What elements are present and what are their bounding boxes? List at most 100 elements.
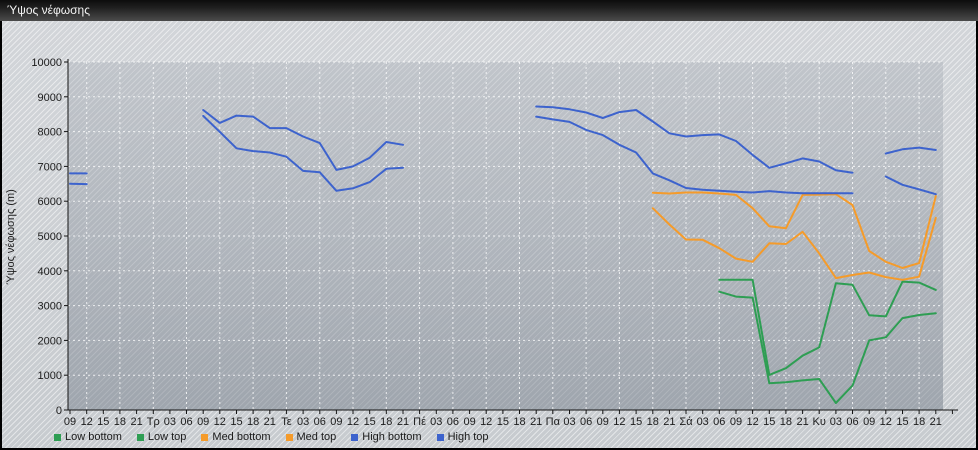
x-tick-label: 15: [364, 416, 376, 428]
x-tick-label: 09: [330, 416, 342, 428]
x-tick-label: 09: [64, 416, 76, 428]
x-tick-label: 21: [397, 416, 409, 428]
x-tick-label: 03: [164, 416, 176, 428]
legend-item-low-bottom: Low bottom: [54, 431, 122, 443]
series-med-top: [651, 191, 937, 269]
y-tick-label: 5000: [38, 231, 62, 243]
x-tick-label: 15: [230, 416, 242, 428]
x-tick-label: 12: [613, 416, 625, 428]
x-tick-label: 06: [713, 416, 725, 428]
x-tick-label: 18: [647, 416, 659, 428]
legend: Low bottom Low top Med bottom Med top High b…: [54, 431, 489, 443]
x-tick-label: 21: [130, 416, 142, 428]
series-high-top: [535, 105, 854, 174]
legend-label: Low top: [147, 431, 187, 443]
x-tick-label: 12: [480, 416, 492, 428]
series-layer: [69, 105, 937, 404]
legend-label: High top: [447, 431, 489, 443]
x-tick-label: 06: [447, 416, 459, 428]
y-tick-label: 3000: [38, 301, 62, 313]
y-tick-label: 8000: [38, 127, 62, 139]
legend-item-high-top: High top: [436, 431, 489, 443]
x-tick-label: 18: [513, 416, 525, 428]
x-tick-label: Τρ: [147, 416, 160, 428]
x-tick-label: 09: [597, 416, 609, 428]
x-tick-label: 12: [347, 416, 359, 428]
x-tick-label: 09: [197, 416, 209, 428]
y-tick-label: 2000: [38, 335, 62, 347]
x-tick-label: 15: [763, 416, 775, 428]
legend-swatch: [136, 433, 144, 441]
x-tick-label: Πα: [546, 416, 561, 428]
axes-layer: 0 1000 2000 3000 4000 5000 6000 7000 8000 9000 100…: [31, 57, 958, 428]
x-tick-label: 15: [896, 416, 908, 428]
x-tick-label: 21: [264, 416, 276, 428]
window-title: Ύψος νέφωσης: [7, 3, 90, 17]
series-high-bottom: [535, 115, 854, 195]
x-tick-label: 03: [697, 416, 709, 428]
x-tick-label: Τε: [281, 416, 292, 428]
x-tick-label: 09: [730, 416, 742, 428]
y-tick-label: 7000: [38, 161, 62, 173]
series-med-bottom: [651, 207, 937, 281]
series-low-bottom: [718, 290, 937, 404]
legend-swatch: [54, 433, 61, 441]
series-low-top: [718, 278, 937, 376]
x-tick-label: 06: [314, 416, 326, 428]
x-tick-label: 03: [830, 416, 842, 428]
legend-swatch: [201, 433, 209, 441]
x-tick-label: 15: [497, 416, 509, 428]
y-tick-label: 4000: [38, 266, 62, 278]
series-high-top: [884, 146, 937, 155]
y-tick-label: 1000: [38, 370, 62, 382]
legend-item-low-top: Low top: [136, 431, 187, 443]
legend-swatch: [436, 433, 444, 441]
y-tick-label: 0: [56, 405, 62, 417]
x-tick-label: 15: [630, 416, 642, 428]
chart-canvas: 0 1000 2000 3000 4000 5000 6000 7000 8000 9000 100…: [5, 57, 958, 428]
x-tick-label: 06: [580, 416, 592, 428]
x-tick-label: 18: [114, 416, 126, 428]
series-high-bottom: [884, 175, 937, 196]
x-tick-label: 03: [430, 416, 442, 428]
legend-label: Med bottom: [212, 431, 271, 443]
x-tick-label: 09: [863, 416, 875, 428]
y-tick-label: 6000: [38, 196, 62, 208]
x-tick-label: 18: [780, 416, 792, 428]
x-tick-label: 09: [463, 416, 475, 428]
x-tick-label: 12: [746, 416, 758, 428]
x-tick-label: 21: [930, 416, 942, 428]
x-tick-labels: 09 12 15 18 21 Τρ 03 06 09 12 15 18 21 Τε 03 06 09 12 15 18…: [64, 410, 953, 428]
x-tick-label: 03: [563, 416, 575, 428]
y-axis-title: Ύψος νέφωσης (m): [5, 189, 17, 285]
legend-label: High bottom: [362, 431, 422, 443]
y-tick-label: 10000: [31, 57, 62, 69]
x-tick-label: 12: [81, 416, 93, 428]
chart-body: 0 1000 2000 3000 4000 5000 6000 7000 8000 9000 100…: [2, 21, 976, 448]
window-titlebar: Ύψος νέφωσης: [0, 0, 978, 21]
legend-swatch: [351, 433, 359, 441]
x-tick-label: 18: [247, 416, 259, 428]
x-tick-label: Κυ: [813, 416, 826, 428]
grid-layer: [68, 61, 943, 410]
y-tick-label: 9000: [38, 92, 62, 104]
x-tick-label: 21: [663, 416, 675, 428]
legend-item-med-bottom: Med bottom: [201, 431, 271, 443]
legend-label: Med top: [296, 431, 337, 443]
x-tick-label: 03: [297, 416, 309, 428]
series-high-top: [202, 109, 404, 171]
x-tick-label: 06: [846, 416, 858, 428]
x-tick-label: 18: [380, 416, 392, 428]
x-tick-label: 12: [214, 416, 226, 428]
x-tick-label: 06: [180, 416, 192, 428]
legend-swatch: [285, 433, 293, 441]
x-tick-label: 21: [796, 416, 808, 428]
x-tick-label: 21: [530, 416, 542, 428]
x-tick-label: 18: [913, 416, 925, 428]
series-high-bottom: [202, 114, 404, 192]
x-tick-label: 15: [97, 416, 109, 428]
legend-item-high-bottom: High bottom: [351, 431, 422, 443]
legend-label: Low bottom: [65, 431, 122, 443]
x-tick-label: Σά: [679, 416, 693, 428]
